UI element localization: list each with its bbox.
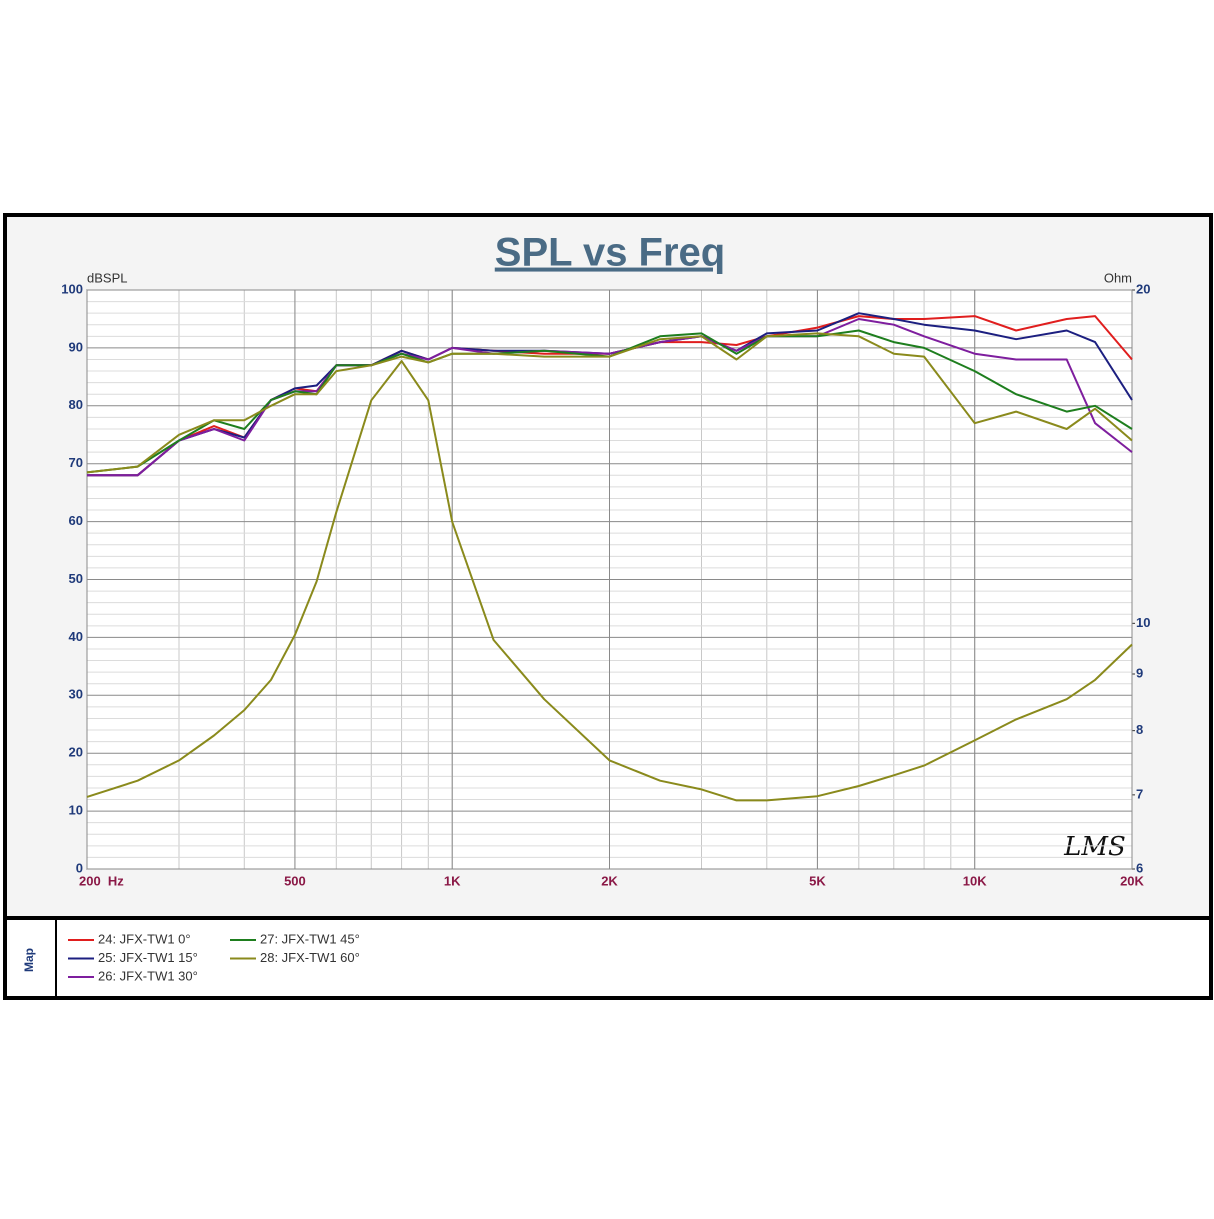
y-tick-label: 100 (61, 281, 83, 296)
series-line (86, 360, 1133, 802)
y2-tick-label: 6 (1136, 860, 1143, 875)
legend-label: 27: JFX-TW1 45° (260, 931, 360, 946)
y-tick-label: 60 (69, 513, 83, 528)
x-tick-label: 1K (444, 873, 461, 888)
x-tick-label: 2K (601, 873, 618, 888)
y-tick-label: 40 (69, 629, 83, 644)
x-tick-label: 5K (809, 873, 826, 888)
y2-axis-label: Ohm (1104, 270, 1132, 285)
x-tick-label: 200 Hz (79, 873, 124, 888)
y2-tick-label: 10 (1136, 615, 1150, 630)
y-tick-label: 70 (69, 455, 83, 470)
legend-label: 26: JFX-TW1 30° (98, 968, 198, 983)
y-tick-label: 20 (69, 745, 83, 760)
y-tick-label: 10 (69, 803, 83, 818)
y-axis-label: dBSPL (87, 270, 127, 285)
x-tick-label: 20K (1120, 873, 1144, 888)
x-tick-label: 10K (963, 873, 987, 888)
y2-tick-label: 9 (1136, 665, 1143, 680)
legend-title: Map (22, 948, 36, 972)
y-tick-label: 0 (76, 860, 83, 875)
y-tick-label: 90 (69, 339, 83, 354)
y-tick-label: 30 (69, 687, 83, 702)
y2-tick-label: 20 (1136, 281, 1150, 296)
legend-label: 24: JFX-TW1 0° (98, 931, 191, 946)
y-tick-label: 50 (69, 571, 83, 586)
legend-panel (7, 920, 1209, 996)
legend-label: 25: JFX-TW1 15° (98, 950, 198, 965)
chart-title: SPL vs Freq (495, 231, 725, 275)
x-tick-label: 500 (284, 873, 306, 888)
legend-label: 28: JFX-TW1 60° (260, 950, 360, 965)
y-tick-label: 80 (69, 397, 83, 412)
y2-tick-label: 7 (1136, 786, 1143, 801)
series-line (86, 332, 1133, 474)
y2-tick-label: 8 (1136, 722, 1143, 737)
